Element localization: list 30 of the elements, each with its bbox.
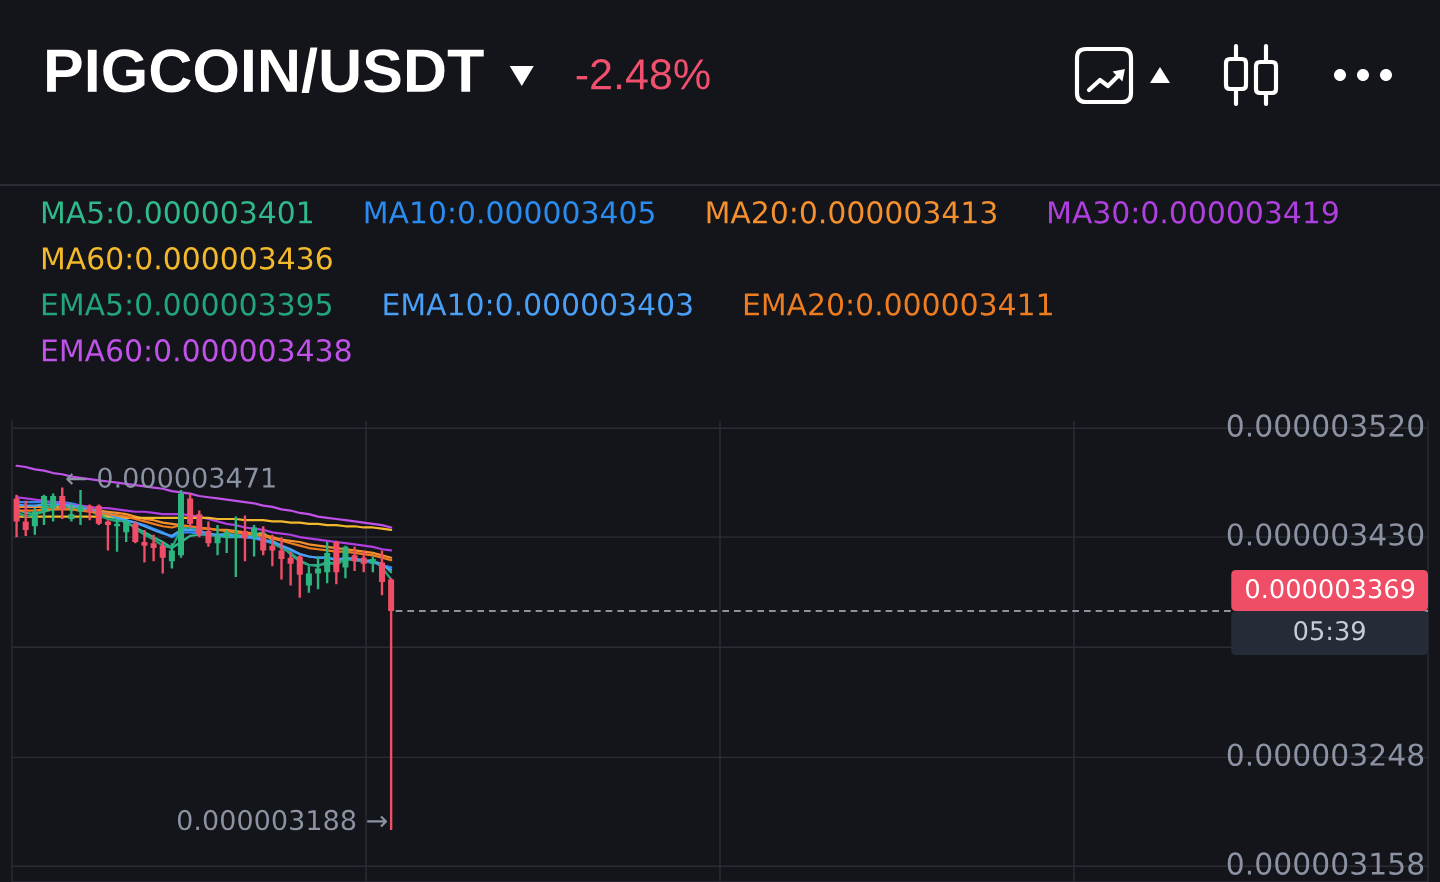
y-tick-label: 0.000003520	[1227, 414, 1424, 437]
y-tick-label: 0.000003430	[1227, 523, 1424, 546]
y-tick-label: 0.000003158	[1227, 852, 1424, 875]
text: EMA10:0.000003403	[384, 293, 692, 316]
text: MA60:0.000003436	[42, 247, 332, 270]
chart-title: PIGCOIN/USDT	[47, 47, 484, 94]
candlestick	[278, 537, 285, 580]
text: EMA20:0.000003411	[744, 293, 1052, 316]
candlestick	[287, 551, 294, 586]
candlestick	[150, 534, 157, 562]
y-tick-label: 0.000003248	[1227, 743, 1424, 767]
candlestick	[269, 534, 276, 567]
text: MA30:0.000003419	[1049, 201, 1338, 224]
annotation: 0.000003188 →	[177, 809, 388, 831]
candlestick	[141, 529, 148, 563]
text: EMA5:0.000003395	[42, 293, 331, 316]
candlestick	[351, 546, 358, 572]
annotation: 05:39	[1294, 620, 1365, 641]
candlestick	[223, 529, 230, 553]
ref-line-label: 0.000003369	[1246, 578, 1415, 599]
line-series	[15, 464, 393, 529]
text: MA5:0.000003401	[42, 201, 312, 224]
line-series	[15, 496, 393, 552]
text: MA10:0.000003405	[365, 201, 654, 224]
text: MA20:0.000003413	[707, 201, 996, 224]
candlestick	[214, 525, 221, 556]
text: EMA60:0.000003438	[42, 339, 351, 362]
chart-subtitle: -2.48%	[576, 59, 710, 90]
candlestick	[68, 503, 75, 522]
candlestick	[77, 489, 84, 526]
